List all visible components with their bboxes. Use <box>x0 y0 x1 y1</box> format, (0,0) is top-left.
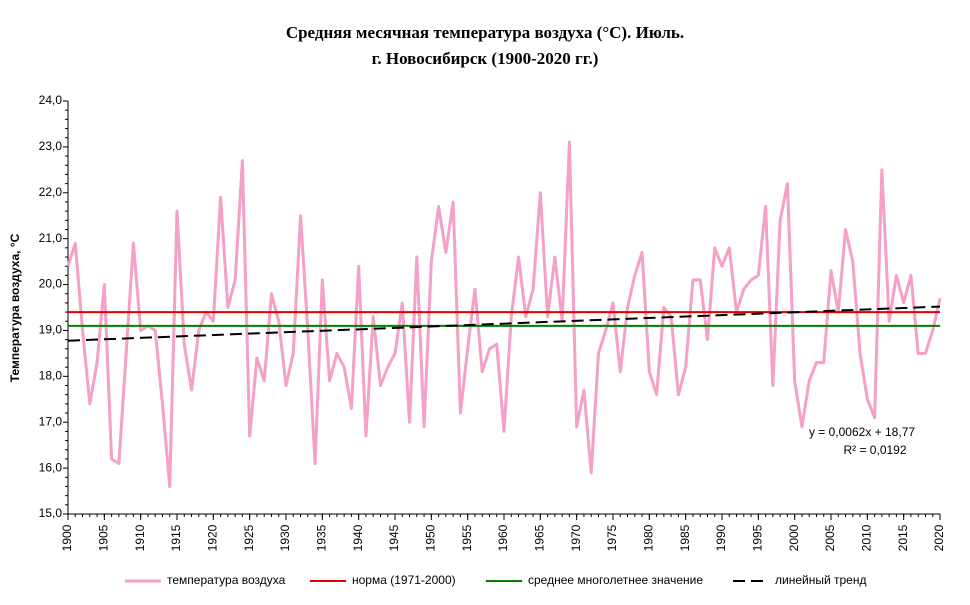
y-tick-label: 21,0 <box>39 231 63 245</box>
trend-equation: y = 0,0062x + 18,77 <box>809 425 915 439</box>
x-tick-label: 1995 <box>751 524 765 551</box>
y-tick-label: 22,0 <box>39 185 63 199</box>
temperature-line <box>66 140 942 488</box>
x-tick-label: 1915 <box>169 524 183 551</box>
x-tick-label: 1970 <box>569 524 583 551</box>
x-tick-label: 1965 <box>533 524 547 551</box>
x-tick-label: 1990 <box>714 524 728 551</box>
x-tick-label: 2000 <box>787 524 801 551</box>
trend-r2: R² = 0,0192 <box>843 443 906 457</box>
legend-label: норма (1971-2000) <box>352 573 456 587</box>
x-tick-label: 1900 <box>60 524 74 551</box>
legend-label: среднее многолетнее значение <box>528 573 703 587</box>
y-tick-label: 17,0 <box>39 414 63 428</box>
x-tick-label: 1930 <box>278 524 292 551</box>
x-tick-label: 1920 <box>206 524 220 551</box>
y-axis-label: Температура воздуха, °С <box>8 233 22 382</box>
x-tick-label: 2010 <box>860 524 874 551</box>
y-tick-label: 15,0 <box>39 506 63 520</box>
x-tick-label: 1985 <box>678 524 692 551</box>
y-tick-label: 24,0 <box>39 93 63 107</box>
y-tick-label: 18,0 <box>39 369 63 383</box>
chart-title: Средняя месячная температура воздуха (°С… <box>286 23 684 42</box>
x-tick-label: 1950 <box>424 524 438 551</box>
y-tick-label: 23,0 <box>39 139 63 153</box>
x-tick-label: 2015 <box>896 524 910 551</box>
y-tick-label: 19,0 <box>39 323 63 337</box>
x-tick-label: 1955 <box>460 524 474 551</box>
x-tick-label: 1935 <box>315 524 329 551</box>
x-tick-label: 2020 <box>932 524 946 551</box>
trend-line <box>67 305 941 342</box>
x-tick-label: 1975 <box>605 524 619 551</box>
x-tick-label: 1940 <box>351 524 365 551</box>
x-tick-label: 1945 <box>387 524 401 551</box>
x-tick-label: 1960 <box>496 524 510 551</box>
y-tick-label: 16,0 <box>39 460 63 474</box>
x-tick-label: 1905 <box>97 524 111 551</box>
x-tick-label: 2005 <box>823 524 837 551</box>
x-tick-label: 1910 <box>133 524 147 551</box>
chart-subtitle: г. Новосибирск (1900-2020 гг.) <box>372 49 599 68</box>
y-tick-label: 20,0 <box>39 277 63 291</box>
legend-label: линейный тренд <box>775 573 866 587</box>
x-tick-label: 1925 <box>242 524 256 551</box>
x-tick-label: 1980 <box>642 524 656 551</box>
legend-label: температура воздуха <box>167 573 286 587</box>
